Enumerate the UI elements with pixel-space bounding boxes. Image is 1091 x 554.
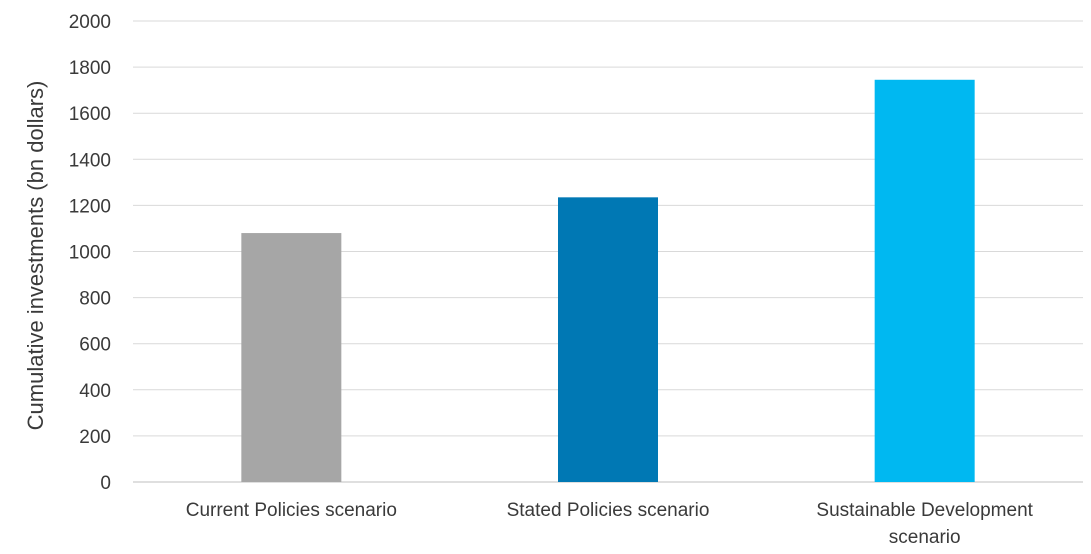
x-category-label-line: Current Policies scenario: [186, 500, 397, 521]
y-tick-label: 1200: [69, 196, 111, 217]
y-tick-label: 1000: [69, 243, 111, 264]
y-tick-label: 400: [79, 381, 111, 402]
bar: [241, 233, 342, 482]
x-category-label-line: Stated Policies scenario: [507, 500, 710, 521]
x-category-label-line: Sustainable Development: [816, 500, 1033, 521]
x-category-labels: Current Policies scenario Stated Policies…: [186, 500, 1034, 548]
y-tick-label: 1800: [69, 58, 111, 79]
y-tick-label: 800: [79, 289, 111, 310]
y-axis-title: Cumulative investments (bn dollars): [23, 81, 48, 431]
y-tick-label: 200: [79, 427, 111, 448]
y-tick-labels: 0 200 400 600 800 1000 1200 1400 1600 1800 2000: [69, 12, 111, 494]
x-category-label: Current Policies scenario: [186, 500, 397, 521]
bar: [874, 79, 975, 482]
x-category-label-line: scenario: [889, 527, 961, 548]
y-tick-label: 2000: [69, 12, 111, 33]
x-category-label: Stated Policies scenario: [507, 500, 710, 521]
bar: [558, 197, 658, 482]
y-tick-label: 0: [100, 473, 111, 494]
y-tick-label: 1400: [69, 150, 111, 171]
y-tick-label: 1600: [69, 104, 111, 125]
y-tick-label: 600: [79, 335, 111, 356]
x-category-label: Sustainable Development scenario: [816, 500, 1033, 548]
bars: [241, 79, 975, 482]
